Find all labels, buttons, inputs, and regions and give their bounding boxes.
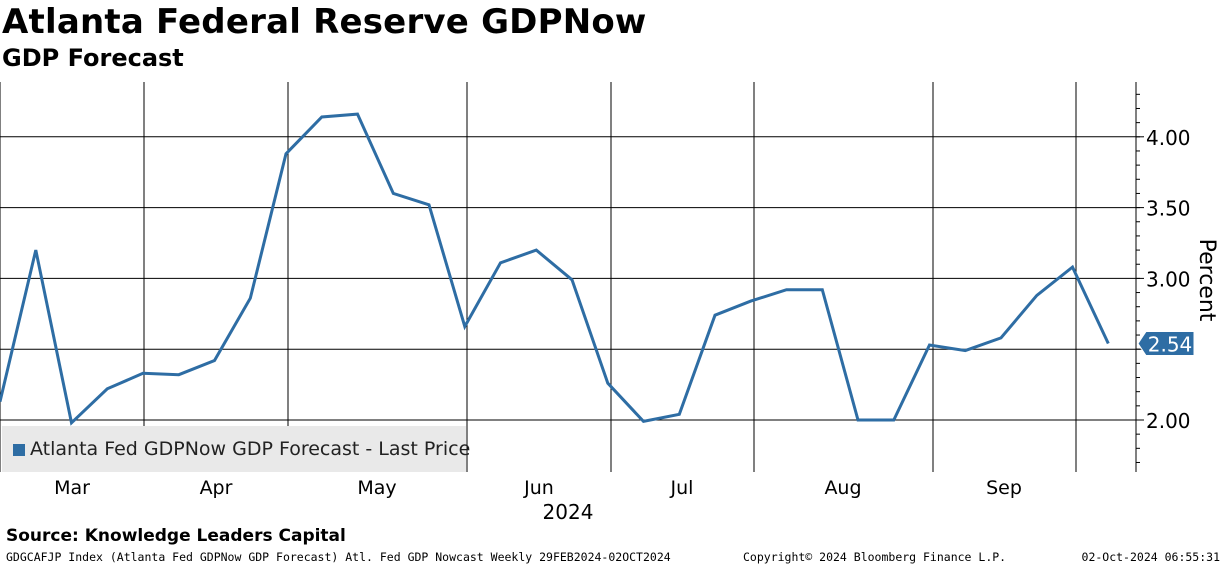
data-point-27 (964, 349, 967, 352)
x-tick-label-jun: Jun (523, 477, 554, 499)
axis-labels: Mar Apr May Jun Jul Aug Sep 2024 2.00 3.00 3.50 4.0… (54, 126, 1219, 524)
data-point-14 (499, 261, 502, 264)
data-point-1 (34, 249, 37, 252)
chart-subtitle: GDP Forecast (2, 44, 184, 72)
data-point-25 (892, 419, 895, 422)
data-point-3 (106, 387, 109, 390)
data-point-13 (463, 325, 466, 328)
y-tick-label-3.50: 3.50 (1146, 197, 1191, 221)
last-value-box (1137, 331, 1195, 357)
x-tick-label-mar: Mar (54, 477, 90, 499)
data-point-23 (821, 288, 824, 291)
data-point-21 (749, 300, 752, 303)
data-point-12 (428, 203, 431, 206)
data-point-30 (1071, 266, 1074, 269)
data-point-8 (285, 152, 288, 155)
data-point-17 (606, 382, 609, 385)
data-point-9 (320, 115, 323, 118)
x-tick-label-jul: Jul (670, 477, 694, 499)
data-point-4 (142, 372, 145, 375)
data-point-6 (213, 359, 216, 362)
legend-label: Atlanta Fed GDPNow GDP Forecast - Last P… (30, 438, 471, 460)
data-point-19 (678, 413, 681, 416)
x-tick-label-sep: Sep (986, 477, 1022, 499)
last-value-callout: 2.54 (1137, 331, 1195, 357)
index-info: GDGCAFJP Index (Atlanta Fed GDPNow GDP F… (6, 550, 671, 564)
chart-title: Atlanta Federal Reserve GDPNow (2, 2, 647, 42)
data-point-29 (1035, 294, 1038, 297)
legend-swatch (13, 444, 25, 456)
data-point-22 (785, 288, 788, 291)
data-point-18 (642, 420, 645, 423)
data-point-24 (857, 419, 860, 422)
x-tick-label-may: May (357, 477, 396, 499)
data-point-31 (1107, 342, 1110, 345)
x-year-label: 2024 (543, 500, 594, 524)
series-line (0, 112, 1110, 426)
y-tick-label-2.00: 2.00 (1146, 409, 1191, 433)
series-layer (0, 112, 1110, 426)
data-point-5 (177, 373, 180, 376)
legend: Atlanta Fed GDPNow GDP Forecast - Last P… (2, 426, 470, 472)
axes (0, 82, 1144, 472)
data-point-15 (535, 249, 538, 252)
x-tick-label-apr: Apr (200, 477, 233, 499)
data-point-10 (356, 113, 359, 116)
data-point-26 (928, 343, 931, 346)
y-tick-label-3.00: 3.00 (1146, 267, 1191, 291)
data-point-2 (70, 421, 73, 424)
copyright: Copyright© 2024 Bloomberg Finance L.P. (743, 550, 1007, 564)
y-axis-title: Percent (1194, 239, 1219, 322)
last-value-label: 2.54 (1148, 333, 1193, 357)
x-tick-label-aug: Aug (824, 477, 861, 499)
data-point-28 (1000, 336, 1003, 339)
data-point-11 (392, 192, 395, 195)
y-tick-label-4.00: 4.00 (1146, 126, 1191, 150)
data-point-16 (571, 278, 574, 281)
source-note: Source: Knowledge Leaders Capital (6, 526, 346, 546)
timestamp: 02-Oct-2024 06:55:31 (1081, 550, 1220, 564)
data-point-20 (714, 314, 717, 317)
data-point-7 (249, 297, 252, 300)
